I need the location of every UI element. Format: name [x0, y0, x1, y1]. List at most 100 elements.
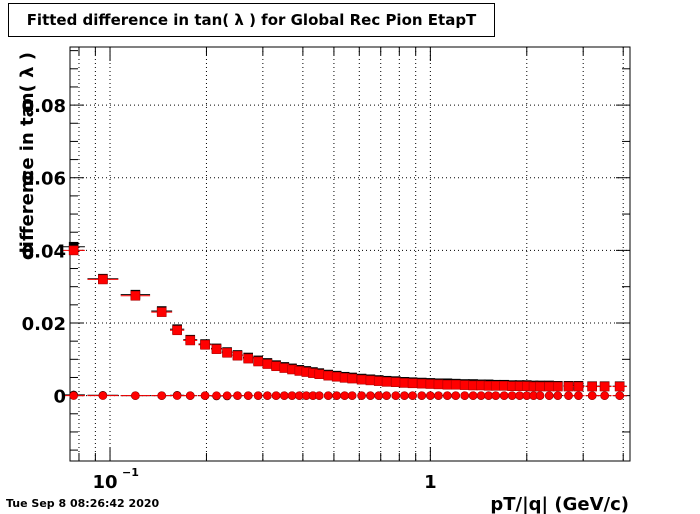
- data-point-circle: [69, 391, 78, 400]
- data-point-circle: [460, 391, 469, 400]
- data-point-circle: [212, 391, 221, 400]
- data-point-circle: [451, 391, 461, 400]
- y-tick-label: 0: [53, 387, 66, 408]
- data-point-square: [323, 370, 334, 381]
- data-point-circle: [157, 391, 167, 400]
- data-point-circle: [382, 391, 391, 400]
- data-point-square: [130, 290, 141, 301]
- data-point-square: [390, 377, 401, 387]
- data-point-circle: [222, 391, 232, 400]
- chart-title-box: Fitted difference in tan( λ ) for Global…: [8, 3, 495, 37]
- timestamp: Tue Sep 8 08:26:42 2020: [6, 497, 160, 510]
- data-point-circle: [357, 391, 366, 400]
- data-point-square: [425, 379, 436, 389]
- y-tick-label: 0.02: [22, 314, 66, 335]
- data-point-square: [450, 379, 461, 390]
- data-point-square: [156, 307, 167, 317]
- chart-title: Fitted difference in tan( λ ) for Global…: [26, 11, 477, 29]
- data-point-square: [98, 274, 108, 285]
- data-point-circle: [253, 391, 263, 400]
- data-point-square: [200, 339, 210, 350]
- data-point-square: [544, 381, 555, 392]
- data-point-circle: [544, 391, 554, 400]
- data-point-circle: [426, 391, 435, 400]
- data-point-circle: [615, 391, 624, 400]
- data-point-circle: [98, 391, 108, 400]
- data-point-circle: [287, 391, 297, 400]
- y-tick-label: 0.08: [22, 96, 66, 117]
- data-point-circle: [323, 391, 333, 400]
- data-point-circle: [499, 391, 509, 400]
- data-point-square: [262, 359, 273, 369]
- data-point-square: [222, 347, 232, 358]
- data-point-square: [407, 378, 418, 389]
- data-point-circle: [434, 391, 443, 400]
- data-point-circle: [263, 391, 272, 400]
- data-point-square: [553, 381, 563, 392]
- x-tick-label: 1: [424, 472, 437, 493]
- data-series-layer: [62, 241, 627, 401]
- data-point-circle: [476, 391, 486, 400]
- data-point-circle: [564, 391, 573, 400]
- data-point-square: [172, 325, 182, 336]
- x-tick-label: 10: [92, 472, 117, 493]
- data-point-square: [185, 335, 196, 346]
- axis-ticks: [70, 47, 630, 461]
- x-tick-label-exponent: −1: [122, 466, 139, 479]
- y-tick-label: 0.06: [22, 169, 66, 190]
- y-axis-title: difference in tan( λ ): [17, 52, 38, 260]
- data-point-circle: [185, 391, 195, 400]
- data-point-circle: [391, 391, 401, 400]
- data-point-circle: [271, 391, 281, 400]
- data-point-square: [587, 381, 597, 392]
- data-point-circle: [400, 391, 409, 400]
- data-point-square: [68, 245, 79, 256]
- data-point-circle: [280, 391, 289, 400]
- data-point-circle: [443, 391, 452, 400]
- y-tick-label: 0.04: [22, 241, 66, 262]
- axis-labels: pT/|q| (GeV/c) difference in tan( λ ) 0 0…: [17, 52, 629, 514]
- data-point-square: [599, 381, 610, 392]
- data-point-circle: [347, 391, 357, 400]
- data-point-circle: [172, 391, 182, 400]
- data-point-square: [442, 379, 453, 390]
- data-point-circle: [243, 391, 253, 400]
- data-point-circle: [507, 391, 517, 400]
- data-point-square: [356, 374, 367, 385]
- data-point-square: [614, 381, 625, 392]
- data-point-square: [381, 377, 392, 387]
- data-point-square: [314, 369, 325, 380]
- data-point-circle: [553, 391, 563, 400]
- data-point-circle: [314, 391, 324, 400]
- data-point-circle: [340, 391, 349, 400]
- data-point-square: [253, 356, 263, 367]
- data-point-square: [535, 381, 545, 392]
- data-point-square: [399, 378, 410, 388]
- data-point-circle: [233, 391, 242, 400]
- data-point-square: [563, 381, 574, 392]
- data-point-square: [347, 373, 357, 384]
- data-point-circle: [600, 391, 609, 400]
- data-point-circle: [587, 391, 597, 400]
- data-point-circle: [408, 391, 417, 400]
- data-point-circle: [484, 391, 493, 400]
- data-point-square: [459, 380, 470, 390]
- data-point-square: [365, 375, 376, 386]
- data-point-circle: [468, 391, 478, 400]
- data-point-circle: [332, 391, 341, 400]
- data-point-circle: [200, 391, 210, 400]
- data-point-square: [243, 353, 254, 364]
- data-point-circle: [417, 391, 427, 400]
- data-point-circle: [366, 391, 375, 400]
- x-axis-title: pT/|q| (GeV/c): [490, 494, 629, 514]
- data-point-square: [499, 381, 509, 391]
- data-point-circle: [574, 391, 583, 400]
- data-point-square: [416, 378, 427, 389]
- data-point-square: [232, 350, 243, 361]
- data-point-square: [271, 361, 281, 372]
- data-point-square: [468, 380, 478, 391]
- data-point-square: [490, 381, 501, 391]
- data-point-square: [573, 381, 584, 392]
- data-point-square: [331, 371, 342, 382]
